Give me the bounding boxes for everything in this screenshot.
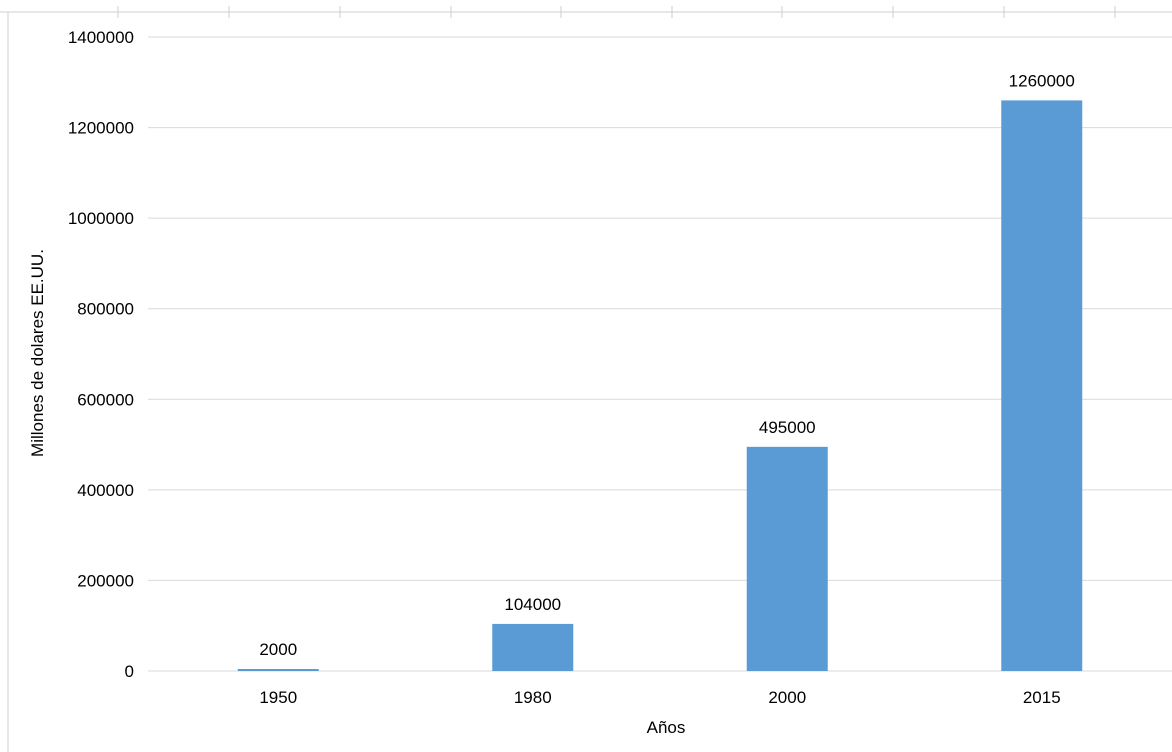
bar: [492, 623, 574, 671]
bar: [237, 669, 319, 671]
bar: [1001, 100, 1083, 671]
y-tick-label: 1200000: [68, 119, 134, 138]
y-tick-label: 0: [125, 662, 134, 681]
y-axis-tick-labels: 0 200000 400000 600000 800000 1000000 1200000 1…: [68, 28, 134, 681]
data-label: 2000: [259, 640, 297, 659]
data-label: 495000: [759, 418, 816, 437]
y-tick-label: 600000: [77, 390, 134, 409]
bars: [237, 100, 1083, 671]
data-labels: 2000 104000 495000 1260000: [259, 71, 1075, 659]
sheet-column-ticks: [117, 6, 1116, 18]
x-tick-label: 1980: [514, 688, 552, 707]
x-tick-label: 2000: [768, 688, 806, 707]
x-axis-tick-labels: 1950 1980 2000 2015: [259, 688, 1060, 707]
y-axis-title: Millones de dolares EE.UU.: [28, 249, 47, 457]
y-tick-label: 200000: [77, 571, 134, 590]
data-label: 1260000: [1009, 71, 1075, 90]
y-tick-label: 1400000: [68, 28, 134, 47]
sheet-background: [0, 11, 1172, 752]
x-axis-title: Años: [647, 718, 686, 737]
y-tick-label: 1000000: [68, 209, 134, 228]
y-tick-label: 400000: [77, 481, 134, 500]
bar: [746, 446, 828, 671]
x-tick-label: 2015: [1023, 688, 1061, 707]
data-label: 104000: [504, 595, 561, 614]
x-tick-label: 1950: [259, 688, 297, 707]
y-tick-label: 800000: [77, 300, 134, 319]
